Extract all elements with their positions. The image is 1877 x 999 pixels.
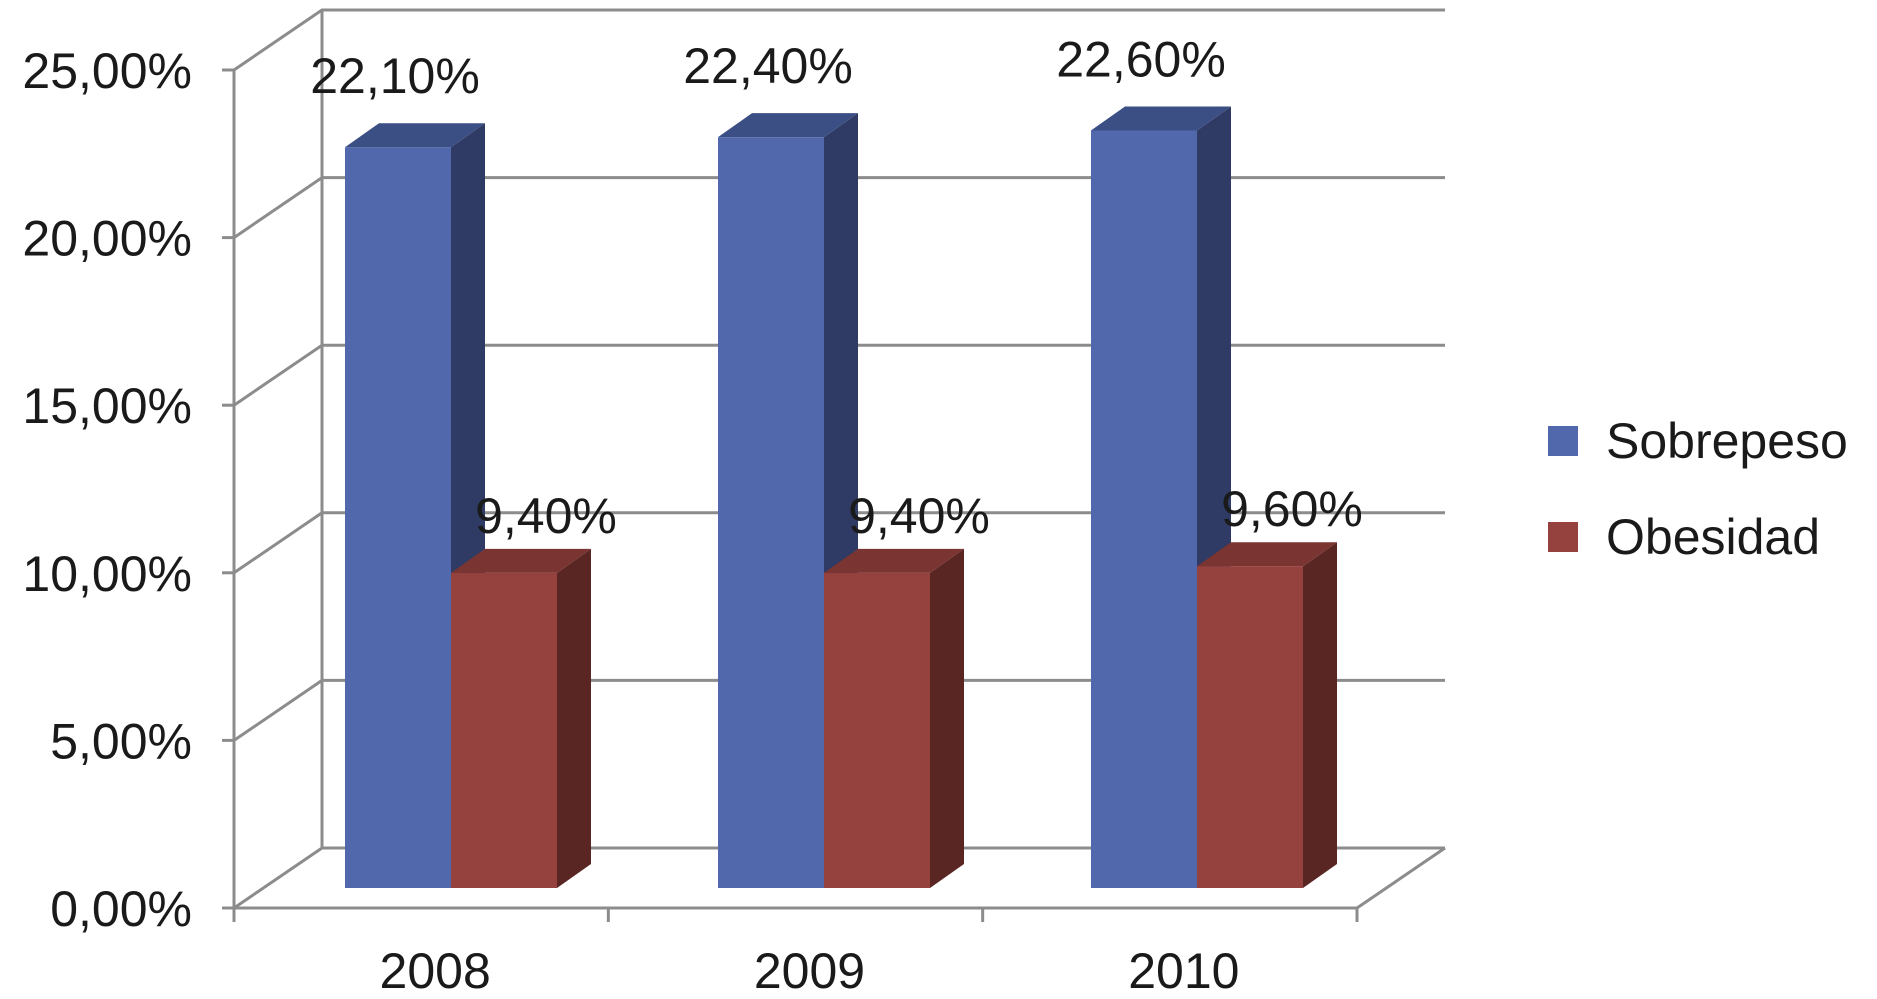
legend: Sobrepeso Obesidad	[1548, 413, 1848, 565]
bar-top	[345, 123, 485, 148]
bar-side	[930, 548, 964, 888]
legend-item: Obesidad	[1548, 509, 1820, 565]
axes	[222, 10, 1446, 922]
bar-front	[718, 137, 824, 889]
data-labels: 22,10% 9,40% 22,40% 9,40% 22,60% 9,60%	[310, 31, 1363, 543]
bar-top	[718, 113, 858, 138]
y-tick-label: 5,00%	[50, 713, 192, 769]
legend-label: Sobrepeso	[1606, 413, 1848, 469]
y-axis-tick-labels: 0,00% 5,00% 10,00% 15,00% 20,00% 25,00%	[22, 43, 192, 937]
x-axis-tick-labels: 2008 2009 2010	[380, 943, 1240, 999]
data-label: 22,10%	[310, 48, 480, 104]
bar-front	[451, 572, 557, 888]
bar	[1197, 542, 1337, 888]
legend-swatch	[1548, 426, 1578, 456]
x-tick-label: 2009	[754, 943, 865, 999]
bar-front	[1091, 130, 1197, 888]
bar-front	[345, 147, 451, 888]
y-tick-label: 25,00%	[22, 43, 192, 99]
bars	[345, 106, 1337, 889]
data-label: 9,40%	[848, 488, 990, 544]
data-label: 9,60%	[1221, 481, 1363, 537]
bar	[718, 113, 858, 889]
legend-label: Obesidad	[1606, 509, 1820, 565]
y-tick-label: 20,00%	[22, 211, 192, 267]
y-tick-label: 10,00%	[22, 546, 192, 602]
y-tick-label: 15,00%	[22, 378, 192, 434]
bar-front	[1197, 566, 1303, 888]
legend-item: Sobrepeso	[1548, 413, 1848, 469]
bar	[451, 548, 591, 888]
y-tick-label: 0,00%	[50, 881, 192, 937]
x-tick-label: 2008	[380, 943, 491, 999]
bar-top	[1091, 106, 1231, 131]
x-tick-label: 2010	[1128, 943, 1239, 999]
bar-top	[1197, 542, 1337, 567]
bar-front	[824, 572, 930, 888]
bar-top	[824, 548, 964, 573]
legend-swatch	[1548, 522, 1578, 552]
bar-top	[451, 548, 591, 573]
floor-edge	[1356, 846, 1446, 910]
data-label: 9,40%	[475, 488, 617, 544]
data-label: 22,60%	[1056, 31, 1226, 87]
bar-side	[1303, 542, 1337, 888]
data-label: 22,40%	[683, 38, 853, 94]
bar-side	[557, 548, 591, 888]
bar	[824, 548, 964, 888]
